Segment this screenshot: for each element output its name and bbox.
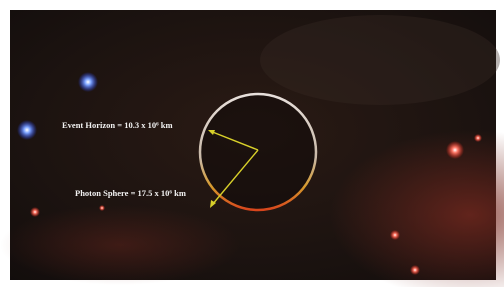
star xyxy=(99,205,105,211)
event-horizon-label: Event Horizon = 10.3 x 10⁶ km xyxy=(62,120,173,130)
star xyxy=(30,207,40,217)
star xyxy=(78,72,98,92)
star xyxy=(474,134,482,142)
star xyxy=(390,230,400,240)
star xyxy=(17,120,37,140)
star xyxy=(410,265,420,275)
nebula xyxy=(0,205,240,285)
star xyxy=(446,141,464,159)
photon-sphere-label: Photon Sphere = 17.5 x 10⁶ km xyxy=(75,188,186,198)
scene: Event Horizon = 10.3 x 10⁶ km Photon Sph… xyxy=(0,0,504,287)
photon-sphere-ring xyxy=(200,94,316,210)
nebula xyxy=(260,15,500,105)
